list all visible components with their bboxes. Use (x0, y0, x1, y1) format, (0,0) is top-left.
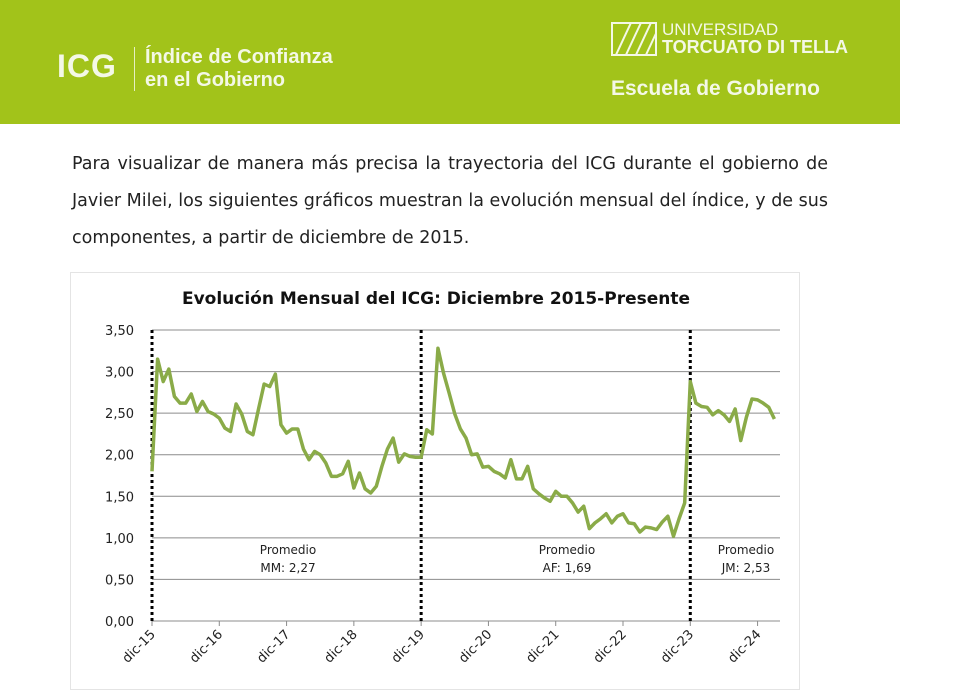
x-tick-label: dic-20 (456, 627, 495, 666)
school-name: Escuela de Gobierno (611, 77, 820, 100)
x-tick-label: dic-21 (523, 627, 562, 666)
x-tick-label: dic-24 (725, 627, 764, 666)
y-tick-label: 3,00 (105, 366, 134, 381)
icg-acronym: ICG (57, 48, 117, 84)
average-label-value: AF: 1,69 (543, 561, 592, 575)
average-label-value: MM: 2,27 (260, 561, 315, 575)
y-tick-label: 2,50 (105, 407, 134, 422)
subtitle-line2: en el Gobierno (145, 69, 286, 91)
y-tick-label: 3,50 (105, 324, 134, 339)
average-label-value: JM: 2,53 (721, 561, 770, 575)
subtitle-line1: Índice de Confianza (145, 46, 333, 68)
x-tick-label: dic-16 (187, 627, 226, 666)
y-tick-label: 0,00 (105, 615, 134, 630)
header-subtitle: Índice de Confianza en el Gobierno (145, 46, 333, 92)
x-tick-label: dic-22 (591, 627, 630, 666)
y-tick-label: 2,00 (105, 449, 134, 464)
university-line1: UNIVERSIDAD (662, 20, 779, 39)
university-line2: TORCUATO DI TELLA (662, 37, 848, 57)
chart-title: Evolución Mensual del ICG: Diciembre 201… (182, 289, 690, 309)
chart-container: Evolución Mensual del ICG: Diciembre 201… (70, 272, 800, 690)
intro-paragraph: Para visualizar de manera más precisa la… (72, 154, 828, 248)
icg-line-chart: Evolución Mensual del ICG: Diciembre 201… (105, 289, 780, 666)
x-tick-label: dic-15 (120, 627, 159, 666)
y-tick-label: 0,50 (105, 573, 134, 588)
header-banner: ICG Índice de Confianza en el Gobierno U… (0, 0, 900, 124)
average-label-title: Promedio (539, 543, 595, 557)
x-tick-label: dic-17 (254, 627, 293, 666)
utdt-logo-icon (611, 22, 657, 56)
y-tick-label: 1,50 (105, 490, 134, 505)
x-tick-label: dic-23 (658, 627, 697, 666)
average-label-title: Promedio (718, 543, 774, 557)
y-tick-label: 1,00 (105, 532, 134, 547)
x-tick-label: dic-18 (322, 627, 361, 666)
x-tick-label: dic-19 (389, 627, 428, 666)
icg-series-line (150, 346, 776, 538)
header-divider (134, 47, 135, 91)
average-label-title: Promedio (260, 543, 316, 557)
